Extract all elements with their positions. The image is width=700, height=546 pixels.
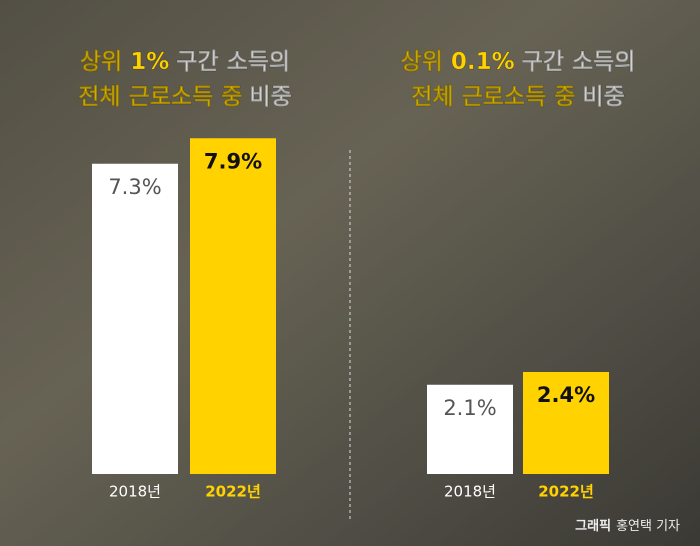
credit-role: 그래픽 (575, 518, 611, 534)
category-label: 2022년 (538, 483, 594, 501)
value-label: 2.4% (537, 383, 595, 407)
value-label: 2.1% (443, 396, 496, 420)
title-highlight: 상위 0.1% (401, 49, 515, 75)
bar (190, 138, 276, 474)
bar (427, 384, 513, 474)
title-text: 구간 소득의 (176, 49, 290, 75)
title-text: 비중 (249, 84, 291, 110)
bar (92, 163, 178, 474)
credit: 그래픽 홍연택 기자 (575, 518, 680, 534)
category-label: 2022년 (205, 483, 261, 501)
value-label: 7.9% (204, 149, 262, 173)
chart-title: 전체 근로소득 중 비중 (411, 84, 624, 110)
value-label: 7.3% (108, 175, 161, 199)
chart-title: 상위 0.1% 구간 소득의 (401, 49, 636, 75)
title-highlight: 전체 근로소득 중 (78, 84, 242, 110)
title-highlight: 전체 근로소득 중 (411, 84, 575, 110)
category-label: 2018년 (444, 483, 496, 501)
chart-title: 전체 근로소득 중 비중 (78, 84, 291, 110)
chart-title: 상위 1% 구간 소득의 (80, 49, 290, 75)
title-text: 구간 소득의 (522, 49, 636, 75)
title-text: 비중 (582, 84, 624, 110)
category-label: 2018년 (109, 483, 161, 501)
credit-name: 홍연택 기자 (616, 519, 680, 534)
title-highlight: 상위 1% (80, 49, 169, 75)
bar (523, 372, 609, 474)
